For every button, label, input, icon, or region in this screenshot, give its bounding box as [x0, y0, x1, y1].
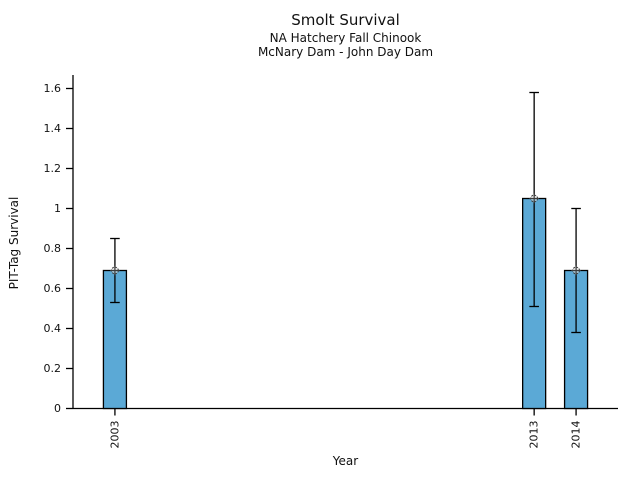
- x-tick-label: 2013: [528, 421, 541, 449]
- x-axis-label: Year: [332, 454, 359, 468]
- y-tick-label: 1.2: [44, 162, 62, 175]
- y-tick-label: 0.8: [44, 242, 62, 255]
- y-tick-label: 0.4: [44, 322, 62, 335]
- y-tick-label: 1: [54, 202, 61, 215]
- x-tick-label: 2014: [570, 421, 583, 449]
- x-tick-label: 2003: [108, 421, 121, 449]
- y-tick-label: 1.4: [44, 122, 62, 135]
- chart-subtitle-2: McNary Dam - John Day Dam: [257, 45, 434, 59]
- y-tick-label: 1.6: [44, 82, 62, 95]
- chart-title: Smolt Survival: [291, 11, 400, 29]
- y-tick-label: 0.6: [44, 282, 62, 295]
- y-tick-label: 0: [54, 402, 61, 415]
- chart-subtitle-1: NA Hatchery Fall Chinook: [269, 31, 422, 45]
- y-tick-label: 0.2: [44, 362, 62, 375]
